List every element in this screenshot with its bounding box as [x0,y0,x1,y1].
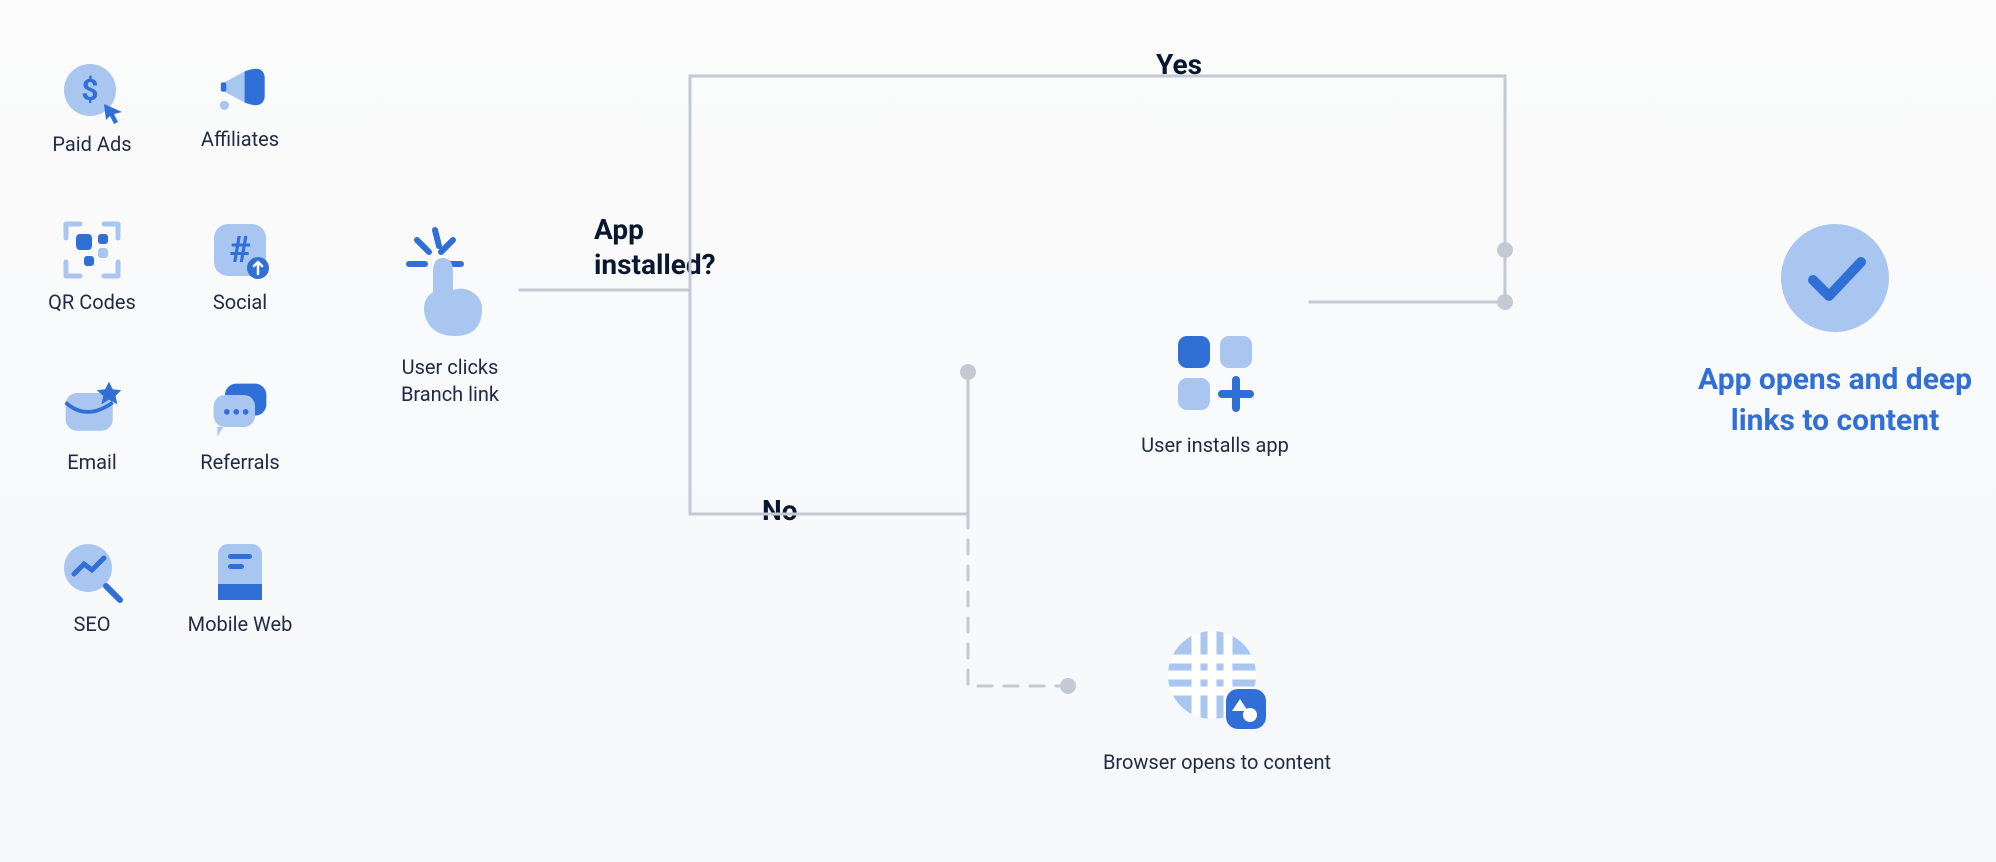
source-label: Paid Ads [32,132,152,156]
apps-icon [1105,328,1325,422]
dollar-click-icon: $ [60,60,124,124]
final-node: App opens and deep links to content [1680,218,1990,441]
source-label: Referrals [180,450,300,474]
qr-icon [60,218,124,282]
browser-node: Browser opens to content [1072,625,1362,776]
source-social: # Social [180,218,300,314]
click-node: User clicks Branch link [370,220,530,408]
chat-icon [208,378,272,442]
source-label: SEO [32,612,152,636]
megaphone-icon [208,55,272,119]
source-affiliates: Affiliates [180,55,300,151]
hashtag-icon: # [208,218,272,282]
source-referrals: Referrals [180,378,300,474]
globe-icon [1072,625,1362,739]
browser-label: Browser opens to content [1072,749,1362,776]
source-label: Email [32,450,152,474]
source-label: Mobile Web [180,612,300,636]
tap-icon [370,220,530,344]
yes-label: Yes [1156,48,1202,81]
source-label: QR Codes [32,290,152,314]
source-seo: SEO [32,540,152,636]
check-icon [1680,218,1990,342]
svg-text:#: # [229,229,250,271]
flowchart-canvas: $ Paid Ads Affiliates QR [0,0,1996,862]
click-label: User clicks Branch link [370,354,530,408]
svg-text:$: $ [81,73,98,108]
chart-search-icon [60,540,124,604]
email-star-icon [60,378,124,442]
source-email: Email [32,378,152,474]
no-label: No [762,494,798,527]
install-node: User installs app [1105,328,1325,459]
source-label: Social [180,290,300,314]
source-label: Affiliates [180,127,300,151]
decision-text: App installed? [594,212,716,282]
source-qr-codes: QR Codes [32,218,152,314]
final-label: App opens and deep links to content [1680,360,1990,441]
source-paid-ads: $ Paid Ads [32,60,152,156]
doc-icon [208,540,272,604]
install-label: User installs app [1105,432,1325,459]
source-mobile-web: Mobile Web [180,540,300,636]
